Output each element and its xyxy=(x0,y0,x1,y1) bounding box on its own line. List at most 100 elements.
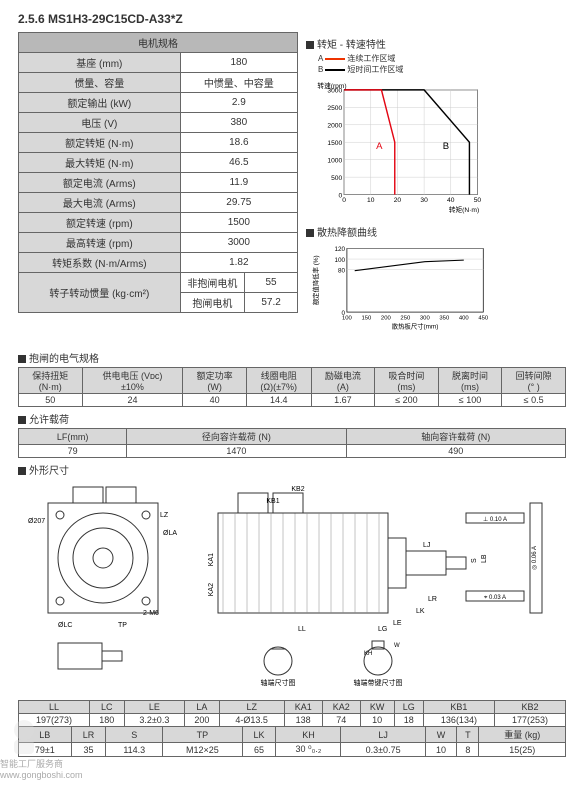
svg-text:KA2: KA2 xyxy=(208,583,215,596)
dim-value: M12×25 xyxy=(163,743,243,757)
load-table: LF(mm)径向容许载荷 (N)轴向容许载荷 (N) 791470490 xyxy=(18,428,566,458)
dim-header: LK xyxy=(242,727,276,743)
svg-text:LE: LE xyxy=(393,620,402,627)
svg-text:KB1: KB1 xyxy=(266,498,279,505)
spec-label: 基座 (mm) xyxy=(19,53,181,73)
dim-header: KA1 xyxy=(284,701,322,714)
spec-value: 29.75 xyxy=(180,193,297,213)
svg-text:ØLA: ØLA xyxy=(163,530,177,537)
dim-value: 15(25) xyxy=(479,743,566,757)
dim-header: 重量 (kg) xyxy=(479,727,566,743)
spec-value: 11.9 xyxy=(180,173,297,193)
spec-label: 额定转矩 (N·m) xyxy=(19,133,181,153)
load-value: 1470 xyxy=(127,445,346,458)
dim-header: KH xyxy=(276,727,341,743)
spec-label: 额定转速 (rpm) xyxy=(19,213,181,233)
brake-header: 吸合时间(ms) xyxy=(375,368,439,394)
dim-value: 114.3 xyxy=(106,743,163,757)
dim-value: 18 xyxy=(394,714,423,727)
spec-label: 转矩系数 (N·m/Arms) xyxy=(19,253,181,273)
dim-value: 8 xyxy=(457,743,479,757)
brake-header: 励磁电流(A) xyxy=(311,368,375,394)
brake-value: ≤ 100 xyxy=(438,394,502,407)
spec-label: 最大转矩 (N·m) xyxy=(19,153,181,173)
dim-header: LR xyxy=(71,727,106,743)
dim-header: KA2 xyxy=(322,701,360,714)
brake-value: ≤ 0.5 xyxy=(502,394,566,407)
brake-value: 40 xyxy=(183,394,247,407)
svg-text:400: 400 xyxy=(459,315,470,321)
tq-chart-title: 转矩 - 转速特性 xyxy=(306,36,566,51)
spec-value: 3000 xyxy=(180,233,297,253)
load-header: 径向容许载荷 (N) xyxy=(127,429,346,445)
spec-header: 电机规格 xyxy=(19,33,298,53)
brake-value: 1.67 xyxy=(311,394,375,407)
watermark-text: 智能工厂服务商 www.gongboshi.com xyxy=(0,757,83,780)
dim-header: LJ xyxy=(341,727,425,743)
load-value: 79 xyxy=(19,445,127,458)
dim-header: T xyxy=(457,727,479,743)
svg-text:TP: TP xyxy=(118,622,127,629)
inertia-sub1: 非抱闸电机 xyxy=(181,273,245,292)
dim-header: W xyxy=(425,727,457,743)
svg-text:500: 500 xyxy=(331,175,342,182)
svg-text:◎ 0.06 A: ◎ 0.06 A xyxy=(532,546,538,570)
spec-label: 额定输出 (kW) xyxy=(19,93,181,113)
svg-text:1500: 1500 xyxy=(327,140,342,147)
svg-text:2000: 2000 xyxy=(327,123,342,130)
svg-text:转矩(N·m): 转矩(N·m) xyxy=(449,205,479,214)
svg-text:散热板尺寸(mm): 散热板尺寸(mm) xyxy=(392,321,439,330)
svg-text:LR: LR xyxy=(428,596,437,603)
load-header: LF(mm) xyxy=(19,429,127,445)
svg-text:ØLC: ØLC xyxy=(58,622,72,629)
svg-text:KA1: KA1 xyxy=(208,553,215,566)
svg-text:LZ: LZ xyxy=(160,512,169,519)
svg-text:Ø207: Ø207 xyxy=(28,518,45,525)
svg-text:A: A xyxy=(376,141,383,152)
torque-speed-chart: 30002500200015001000500001020304050AB转速(… xyxy=(306,77,506,217)
brake-header: 供电电压 (Vᴅᴄ)±10% xyxy=(82,368,183,394)
svg-text:200: 200 xyxy=(381,315,392,321)
svg-text:250: 250 xyxy=(400,315,411,321)
spec-label: 最高转速 (rpm) xyxy=(19,233,181,253)
svg-text:转速(rpm): 转速(rpm) xyxy=(317,81,346,90)
svg-text:额定值降低率 (%): 额定值降低率 (%) xyxy=(311,255,320,305)
load-value: 490 xyxy=(346,445,565,458)
dim-header: LE xyxy=(124,701,184,714)
brake-table: 保持扭矩(N·m)供电电压 (Vᴅᴄ)±10%额定功率(W)线圈电阻(Ω)(±7… xyxy=(18,367,566,407)
section-title: 2.5.6 MS1H3-29C15CD-A33*Z xyxy=(18,12,566,26)
svg-text:LL: LL xyxy=(298,626,306,633)
inertia-label: 转子转动惯量 (kg·cm²) xyxy=(19,273,181,313)
brake-header: 脱离时间(ms) xyxy=(438,368,502,394)
svg-text:80: 80 xyxy=(338,267,346,274)
spec-value: 2.9 xyxy=(180,93,297,113)
dim-value: 10 xyxy=(425,743,457,757)
svg-text:450: 450 xyxy=(478,315,489,321)
svg-text:2-M6: 2-M6 xyxy=(143,610,159,617)
dim-value: 177(253) xyxy=(494,714,565,727)
svg-text:⌖ 0.03 A: ⌖ 0.03 A xyxy=(484,595,506,601)
svg-text:50: 50 xyxy=(474,197,482,204)
svg-text:KH: KH xyxy=(364,651,372,657)
svg-text:100: 100 xyxy=(342,315,353,321)
derate-chart: 120100800100150200250300350400450额定值降低率 … xyxy=(306,243,506,343)
dim-value: 0.3±0.75 xyxy=(341,743,425,757)
dim-header: KB2 xyxy=(494,701,565,714)
svg-text:350: 350 xyxy=(439,315,450,321)
inertia-sub2: 抱闸电机 xyxy=(181,293,245,312)
watermark-logo xyxy=(0,714,48,762)
svg-text:40: 40 xyxy=(447,197,455,204)
brake-value: ≤ 200 xyxy=(375,394,439,407)
spec-label: 惯量、容量 xyxy=(19,73,181,93)
dim-value: 4-Ø13.5 xyxy=(219,714,284,727)
spec-value: 46.5 xyxy=(180,153,297,173)
dim-value: 180 xyxy=(89,714,124,727)
outline-title: 外形尺寸 xyxy=(18,462,566,477)
motor-spec-table: 电机规格 基座 (mm)180惯量、容量中惯量、中容量额定输出 (kW)2.9电… xyxy=(18,32,298,313)
spec-value: 18.6 xyxy=(180,133,297,153)
svg-text:LG: LG xyxy=(378,626,387,633)
inertia-v1: 55 xyxy=(245,273,297,292)
dim-header: LZ xyxy=(219,701,284,714)
inertia-v2: 57.2 xyxy=(245,293,297,312)
svg-text:LJ: LJ xyxy=(423,542,430,549)
